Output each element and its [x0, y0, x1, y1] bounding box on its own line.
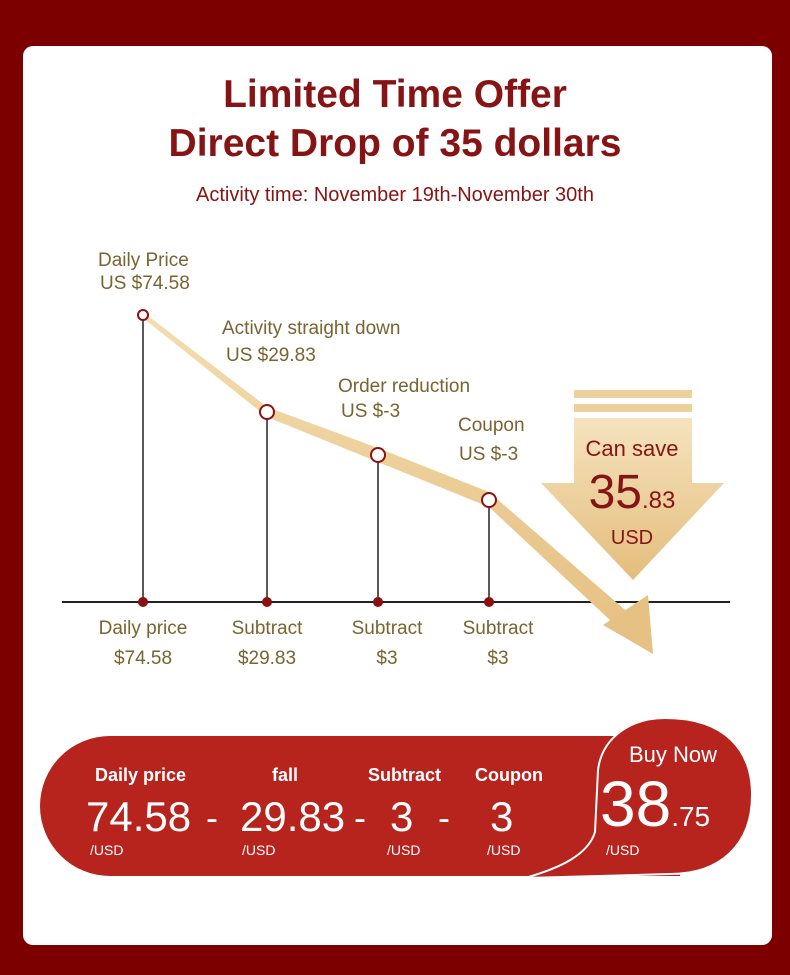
final-price-int: 38	[600, 768, 672, 840]
minus-operator: -	[438, 797, 450, 838]
axis-caption-label: Subtract	[462, 618, 534, 639]
offer-title-line2: Direct Drop of 35 dollars	[168, 122, 622, 165]
axis-caption-value: $74.58	[113, 648, 173, 669]
point-price-2: US $29.83	[226, 345, 316, 366]
unit-label: /USD	[387, 842, 421, 858]
breakdown-value-daily: 74.58	[86, 793, 192, 840]
minus-operator: -	[354, 797, 366, 838]
point-label-2: Activity straight down	[222, 318, 401, 339]
breakdown-header-subtract: Subtract	[368, 765, 442, 785]
unit-label: /USD	[242, 842, 276, 858]
breakdown-value-coupon: 3	[490, 793, 514, 840]
axis-caption-2: Subtract $29.83	[207, 614, 327, 674]
buy-now-button[interactable]: Buy Now	[629, 742, 718, 767]
final-unit-label: /USD	[606, 842, 640, 858]
axis-caption-value: $3	[487, 648, 509, 669]
point-label-3: Order reduction	[338, 376, 471, 397]
breakdown-value-fall: 29.83	[240, 793, 346, 840]
breakdown-header-fall: fall	[272, 765, 299, 785]
point-price-1: US $74.58	[100, 273, 190, 294]
axis-caption-1: Daily price $74.58	[83, 614, 203, 674]
axis-caption-3: Subtract $3	[327, 614, 447, 674]
unit-label: /USD	[90, 842, 124, 858]
point-price-4: US $-3	[459, 444, 519, 465]
unit-label: /USD	[487, 842, 521, 858]
savings-amount: 35.83	[572, 465, 692, 532]
minus-operator: -	[206, 797, 218, 838]
point-label-4: Coupon	[458, 415, 525, 436]
savings-amount-int: 35	[588, 466, 642, 519]
savings-currency: USD	[610, 527, 654, 549]
axis-caption-label: Subtract	[231, 618, 303, 639]
final-price: 38.75	[600, 766, 710, 860]
axis-caption-value: $3	[376, 648, 398, 669]
axis-caption-label: Daily price	[98, 618, 188, 639]
axis-caption-value: $29.83	[237, 648, 297, 669]
breakdown-header-daily: Daily price	[95, 765, 187, 785]
breakdown-header-coupon: Coupon	[475, 765, 543, 785]
offer-title-line1: Limited Time Offer	[223, 73, 567, 116]
activity-time: Activity time: November 19th-November 30…	[196, 184, 594, 206]
final-price-dec: .75	[671, 801, 711, 832]
savings-amount-dec: .83	[642, 487, 676, 514]
point-label-1: Daily Price	[98, 250, 189, 271]
breakdown-value-subtract: 3	[390, 793, 414, 840]
savings-label: Can save	[585, 436, 679, 461]
axis-caption-label: Subtract	[351, 618, 423, 639]
axis-caption-4: Subtract $3	[438, 614, 558, 674]
point-price-3: US $-3	[341, 401, 401, 422]
